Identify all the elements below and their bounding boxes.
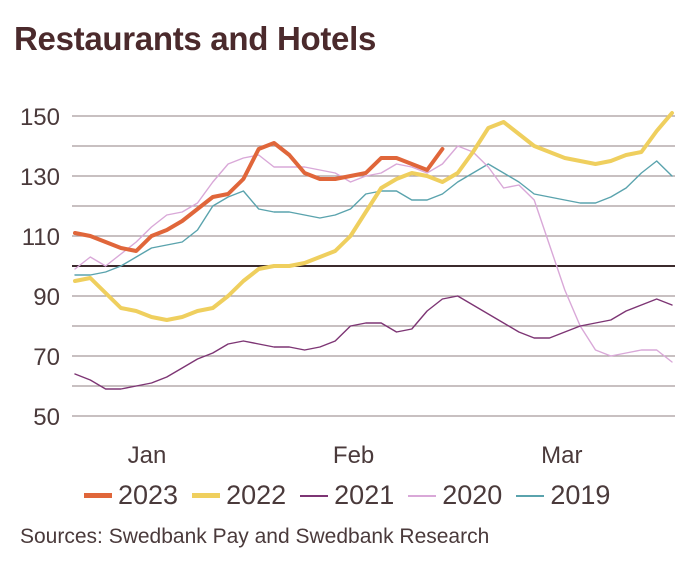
y-tick-label: 110 (22, 224, 60, 251)
series-lines (73, 111, 674, 390)
legend: 2023 2022 2021 2020 2019 (84, 480, 624, 511)
legend-label: 2021 (334, 480, 395, 510)
legend-label: 2020 (442, 480, 503, 510)
series-line-2021 (74, 295, 673, 390)
legend-label: 2019 (550, 480, 611, 510)
series-line-2019 (74, 160, 673, 276)
source-note: Sources: Swedbank Pay and Swedbank Resea… (20, 525, 490, 548)
legend-item-2021: 2021 (300, 480, 394, 511)
y-axis-ticks: 150 130 110 90 70 50 (20, 104, 60, 431)
legend-swatch (192, 493, 221, 498)
y-tick-label: 150 (20, 104, 60, 131)
x-tick-label: Feb (333, 442, 374, 469)
x-axis-ticks: Jan Feb Mar (128, 442, 583, 469)
line-chart: 150 130 110 90 70 50 Jan Feb Mar (20, 104, 675, 469)
legend-swatch (84, 493, 112, 498)
y-tick-label: 90 (33, 284, 60, 311)
y-tick-label: 50 (33, 404, 60, 431)
legend-swatch (516, 494, 545, 497)
legend-item-2022: 2022 (192, 480, 286, 511)
legend-label: 2023 (118, 480, 179, 510)
x-tick-label: Jan (128, 442, 167, 469)
series-line-2023 (73, 141, 445, 253)
gridlines (72, 115, 675, 417)
series-line-2022 (73, 111, 674, 322)
legend-item-2023: 2023 (84, 480, 178, 511)
y-tick-label: 70 (33, 344, 60, 371)
legend-swatch (408, 494, 437, 497)
legend-item-2019: 2019 (516, 480, 610, 511)
legend-swatch (300, 494, 329, 497)
legend-label: 2022 (226, 480, 287, 510)
series-line-2020 (74, 145, 673, 363)
legend-item-2020: 2020 (408, 480, 502, 511)
x-tick-label: Mar (541, 442, 582, 469)
y-tick-label: 130 (20, 164, 60, 191)
chart-title: Restaurants and Hotels (14, 20, 376, 57)
